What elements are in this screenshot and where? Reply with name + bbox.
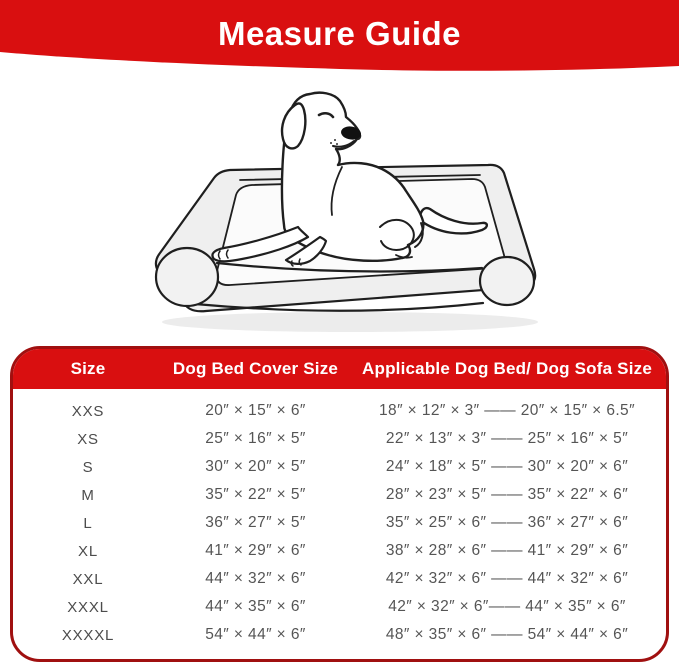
table-row: XXS 20″ × 15″ × 6″ 18″ × 12″ × 3″ —— 20″… — [13, 397, 666, 425]
applicable-size-cell: 35″ × 25″ × 6″ —— 36″ × 27″ × 6″ — [385, 514, 629, 531]
page-title: Measure Guide — [217, 15, 462, 52]
cover-size-cell: 54″ × 44″ × 6″ — [205, 626, 306, 643]
size-cell: XXXL — [67, 598, 109, 616]
table-row: S 30″ × 20″ × 5″ 24″ × 18″ × 5″ —— 30″ ×… — [13, 453, 666, 481]
banner: Measure Guide — [0, 0, 679, 74]
applicable-size-cell: 18″ × 12″ × 3″ —— 20″ × 15″ × 6.5″ — [379, 402, 635, 419]
dog-bed-illustration — [0, 74, 679, 346]
table-row: XXXL 44″ × 35″ × 6″ 42″ × 32″ × 6″—— 44″… — [13, 593, 666, 621]
applicable-size-cell: 42″ × 32″ × 6″ —— 44″ × 32″ × 6″ — [385, 570, 629, 587]
bed-shadow — [161, 312, 538, 332]
table-row: XL 41″ × 29″ × 6″ 38″ × 28″ × 6″ —— 41″ … — [13, 537, 666, 565]
applicable-size-cell: 42″ × 32″ × 6″—— 44″ × 35″ × 6″ — [388, 598, 626, 615]
size-cell: XXL — [72, 570, 104, 588]
table-row: XXL 44″ × 32″ × 6″ 42″ × 32″ × 6″ —— 44″… — [13, 565, 666, 593]
size-table-body: XXS 20″ × 15″ × 6″ 18″ × 12″ × 3″ —— 20″… — [13, 389, 666, 659]
applicable-size-cell: 22″ × 13″ × 3″ —— 25″ × 16″ × 5″ — [385, 430, 629, 447]
applicable-size-cell: 48″ × 35″ × 6″ —— 54″ × 44″ × 6″ — [385, 626, 629, 643]
column-header-size: Size — [70, 359, 106, 378]
table-row: XS 25″ × 16″ × 5″ 22″ × 13″ × 3″ —— 25″ … — [13, 425, 666, 453]
cover-size-cell: 25″ × 16″ × 5″ — [205, 430, 306, 447]
size-table: Size Dog Bed Cover Size Applicable Dog B… — [10, 346, 669, 662]
size-cell: XXS — [71, 402, 105, 420]
table-row: M 35″ × 22″ × 5″ 28″ × 23″ × 5″ —— 35″ ×… — [13, 481, 666, 509]
dog-drawing — [210, 91, 488, 267]
size-cell: XS — [77, 430, 99, 448]
dog-on-bed-drawing-icon — [154, 91, 538, 332]
banner-curve-background — [0, 0, 679, 71]
cover-size-cell: 30″ × 20″ × 5″ — [205, 458, 306, 475]
size-table-header: Size Dog Bed Cover Size Applicable Dog B… — [13, 349, 666, 389]
size-cell: S — [82, 458, 94, 476]
size-cell: L — [83, 514, 93, 532]
table-row: L 36″ × 27″ × 5″ 35″ × 25″ × 6″ —— 36″ ×… — [13, 509, 666, 537]
cover-size-cell: 35″ × 22″ × 5″ — [205, 486, 306, 503]
cover-size-cell: 41″ × 29″ × 6″ — [205, 542, 306, 559]
cover-size-cell: 44″ × 32″ × 6″ — [205, 570, 306, 587]
column-header-applicable-size: Applicable Dog Bed/ Dog Sofa Size — [362, 359, 652, 378]
table-row: XXXXL 54″ × 44″ × 6″ 48″ × 35″ × 6″ —— 5… — [13, 621, 666, 649]
cover-size-cell: 20″ × 15″ × 6″ — [205, 402, 306, 419]
applicable-size-cell: 28″ × 23″ × 5″ —— 35″ × 22″ × 6″ — [385, 486, 629, 503]
cover-size-cell: 36″ × 27″ × 5″ — [205, 514, 306, 531]
size-cell: XL — [78, 542, 98, 560]
cover-size-cell: 44″ × 35″ × 6″ — [205, 598, 306, 615]
applicable-size-cell: 24″ × 18″ × 5″ —— 30″ × 20″ × 6″ — [385, 458, 629, 475]
column-header-cover-size: Dog Bed Cover Size — [172, 359, 339, 378]
size-cell: XXXXL — [61, 626, 115, 644]
size-cell: M — [81, 486, 95, 504]
applicable-size-cell: 38″ × 28″ × 6″ —— 41″ × 29″ × 6″ — [385, 542, 629, 559]
